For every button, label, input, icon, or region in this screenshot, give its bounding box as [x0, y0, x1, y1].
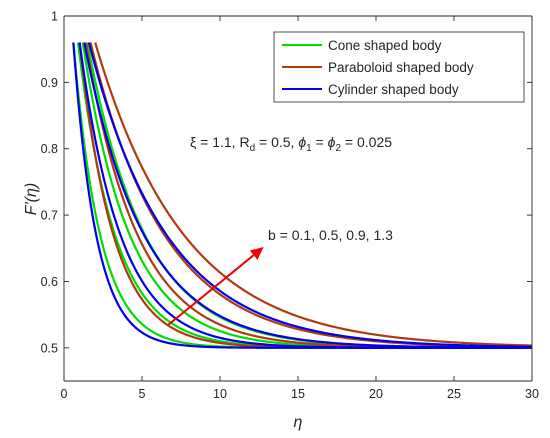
legend: Cone shaped body Paraboloid shaped body … [273, 31, 525, 103]
series-cylinder-b-0_9 [83, 42, 532, 349]
param-phi2-sub: 2 [335, 143, 341, 154]
legend-label-paraboloid: Paraboloid shaped body [328, 60, 474, 75]
y-tick-label: 0.5 [41, 341, 58, 355]
legend-label-cylinder: Cylinder shaped body [328, 82, 459, 97]
param-phi-val: = 0.025 [341, 134, 392, 150]
parameters-annotation: ξ = 1.1, Rd = 0.5, ϕ1 = ϕ2 = 0.025 [190, 134, 392, 154]
param-phi1: ϕ [298, 134, 306, 150]
x-tick-label: 15 [291, 387, 305, 401]
param-rd-val: = 0.5, [255, 134, 298, 150]
x-tick-label: 20 [369, 387, 383, 401]
series-layer [72, 42, 533, 349]
param-phi1-sub: 1 [306, 143, 312, 154]
x-axis-title: η [294, 414, 303, 431]
x-tick-label: 25 [447, 387, 461, 401]
y-axis-title: F'(η) [23, 183, 40, 215]
y-tick-label: 1 [51, 10, 58, 24]
x-tick-label: 5 [139, 387, 146, 401]
arrow-annotation [167, 246, 264, 326]
arrow-head [249, 246, 264, 260]
param-rd-sub: d [250, 143, 256, 154]
arrow-annotation-label: b = 0.1, 0.5, 0.9, 1.3 [268, 227, 393, 243]
y-tick-label: 0.8 [41, 142, 58, 156]
x-tick-label: 10 [213, 387, 227, 401]
series-cylinder-b-1_3 [87, 42, 533, 348]
param-eq: = [312, 134, 328, 150]
param-phi2: ϕ [328, 134, 336, 150]
legend-label-cone: Cone shaped body [328, 38, 442, 53]
ticks: 0 5 10 15 20 25 30 0.5 0.6 0.7 0.8 0.9 1 [41, 10, 539, 402]
param-xi: ξ = 1.1, R [190, 134, 250, 150]
y-tick-label: 0.9 [41, 76, 58, 90]
y-tick-label: 0.7 [41, 209, 58, 223]
arrow-shaft [167, 254, 255, 326]
y-tick-label: 0.6 [41, 275, 58, 289]
series-paraboloid-b-1_3 [94, 42, 533, 347]
x-tick-label: 0 [61, 387, 68, 401]
x-tick-label: 30 [525, 387, 539, 401]
